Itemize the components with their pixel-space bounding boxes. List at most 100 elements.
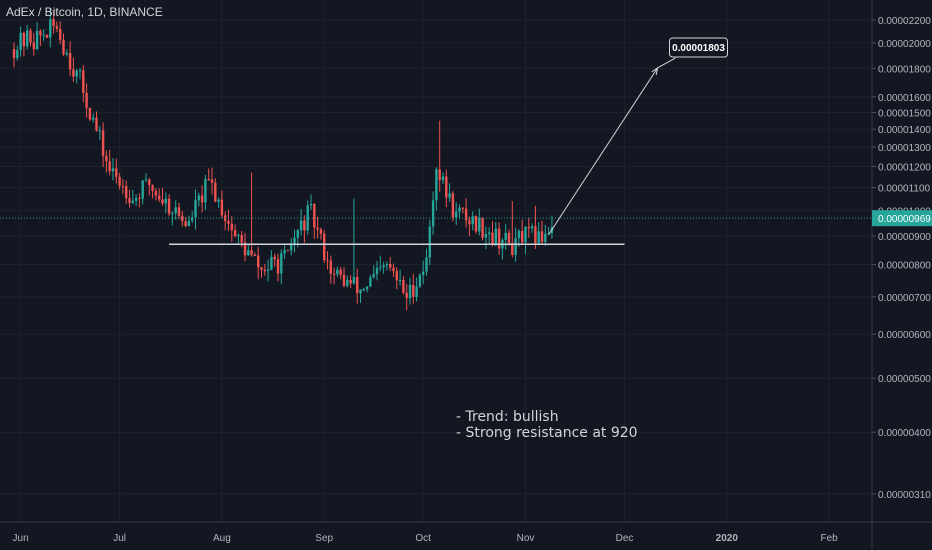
time-axis[interactable]: Jun Jul Aug Sep Oct Nov Dec 2020 Feb bbox=[0, 521, 932, 544]
candle bbox=[537, 222, 540, 245]
y-tick-label: 0.00000900 bbox=[878, 232, 931, 243]
candle-body bbox=[35, 30, 39, 50]
candle bbox=[431, 191, 435, 235]
candle-body bbox=[187, 220, 191, 227]
candle bbox=[342, 267, 346, 288]
candle-body bbox=[243, 242, 247, 256]
candle-body bbox=[359, 289, 362, 294]
candle bbox=[468, 216, 471, 237]
candle-body bbox=[75, 70, 78, 77]
candle-body bbox=[167, 198, 171, 214]
candle bbox=[494, 221, 497, 247]
candle-body bbox=[253, 254, 257, 256]
candle-body bbox=[141, 180, 144, 199]
candle-body bbox=[92, 117, 95, 120]
candle bbox=[481, 217, 484, 241]
candle-body bbox=[59, 28, 62, 40]
candle-body bbox=[101, 130, 105, 156]
candle bbox=[144, 173, 148, 182]
candle bbox=[68, 41, 72, 77]
candle bbox=[207, 168, 210, 181]
candle bbox=[65, 49, 68, 57]
candle bbox=[356, 268, 359, 304]
candle-body bbox=[197, 195, 200, 201]
y-tick-label: 0.00001100 bbox=[878, 184, 931, 195]
candle bbox=[428, 219, 431, 266]
candle bbox=[174, 200, 177, 220]
candle-body bbox=[270, 256, 273, 270]
candle-body bbox=[290, 244, 293, 251]
candle-body bbox=[352, 276, 356, 284]
candle-body bbox=[72, 69, 75, 77]
candle bbox=[524, 226, 527, 255]
candle bbox=[118, 172, 121, 190]
candle bbox=[52, 10, 55, 34]
y-tick-label: 0.00001500 bbox=[878, 108, 931, 119]
candle-body bbox=[369, 277, 372, 287]
candle bbox=[540, 220, 544, 245]
candle-body bbox=[537, 231, 540, 244]
candle bbox=[451, 191, 455, 222]
candle-body bbox=[346, 279, 349, 286]
candle bbox=[260, 266, 263, 278]
candle-body bbox=[461, 207, 464, 209]
candle-body bbox=[125, 186, 128, 199]
candle-body bbox=[402, 279, 405, 293]
candle bbox=[115, 158, 118, 184]
candle bbox=[471, 211, 474, 231]
candle-body bbox=[220, 199, 224, 216]
candle bbox=[59, 21, 62, 45]
candle bbox=[441, 172, 445, 185]
candle bbox=[22, 31, 26, 57]
candle bbox=[389, 256, 392, 271]
candle-body bbox=[85, 92, 88, 108]
candle bbox=[164, 192, 167, 214]
candle-body bbox=[108, 161, 111, 172]
candle bbox=[547, 226, 550, 236]
candle bbox=[435, 167, 438, 211]
candle-body bbox=[428, 226, 431, 258]
candle-body bbox=[207, 179, 210, 181]
candle-body bbox=[349, 279, 352, 284]
candle-body bbox=[339, 269, 342, 275]
candle bbox=[385, 261, 389, 271]
candle bbox=[237, 233, 240, 244]
candle-body bbox=[422, 271, 425, 275]
candle-body bbox=[494, 228, 497, 244]
candle bbox=[392, 263, 395, 278]
candle-body bbox=[260, 267, 263, 270]
price-axis[interactable]: 0.00002200 0.00002000 0.00001800 0.00001600… bbox=[871, 0, 932, 550]
candle-body bbox=[323, 233, 326, 260]
candle bbox=[316, 216, 319, 239]
candle bbox=[154, 188, 158, 201]
candle bbox=[95, 111, 98, 132]
candle-body bbox=[521, 230, 524, 243]
candle-body bbox=[445, 176, 448, 198]
candle-body bbox=[237, 235, 240, 237]
candle-body bbox=[356, 276, 359, 294]
candle-body bbox=[131, 200, 134, 203]
candle bbox=[349, 275, 352, 289]
candle-body bbox=[184, 221, 187, 227]
y-tick-label: 0.00001400 bbox=[878, 125, 931, 136]
candle-body bbox=[42, 34, 45, 36]
candle bbox=[299, 209, 303, 236]
last-price-label: 0.00000969 bbox=[878, 214, 931, 225]
candle-body bbox=[230, 223, 233, 231]
last-price-badge bbox=[872, 210, 932, 227]
candle bbox=[534, 205, 537, 249]
candle-body bbox=[392, 267, 395, 272]
candle-body bbox=[174, 207, 177, 214]
candle bbox=[101, 122, 105, 168]
candle bbox=[92, 113, 95, 123]
callout-box bbox=[669, 37, 728, 58]
y-tick-label: 0.00001300 bbox=[878, 143, 931, 154]
candle-body bbox=[200, 195, 204, 203]
candle-body bbox=[105, 155, 108, 162]
candle bbox=[49, 8, 52, 48]
candle bbox=[303, 215, 306, 243]
candle-body bbox=[415, 286, 418, 297]
x-tick-label: 2020 bbox=[716, 533, 739, 544]
